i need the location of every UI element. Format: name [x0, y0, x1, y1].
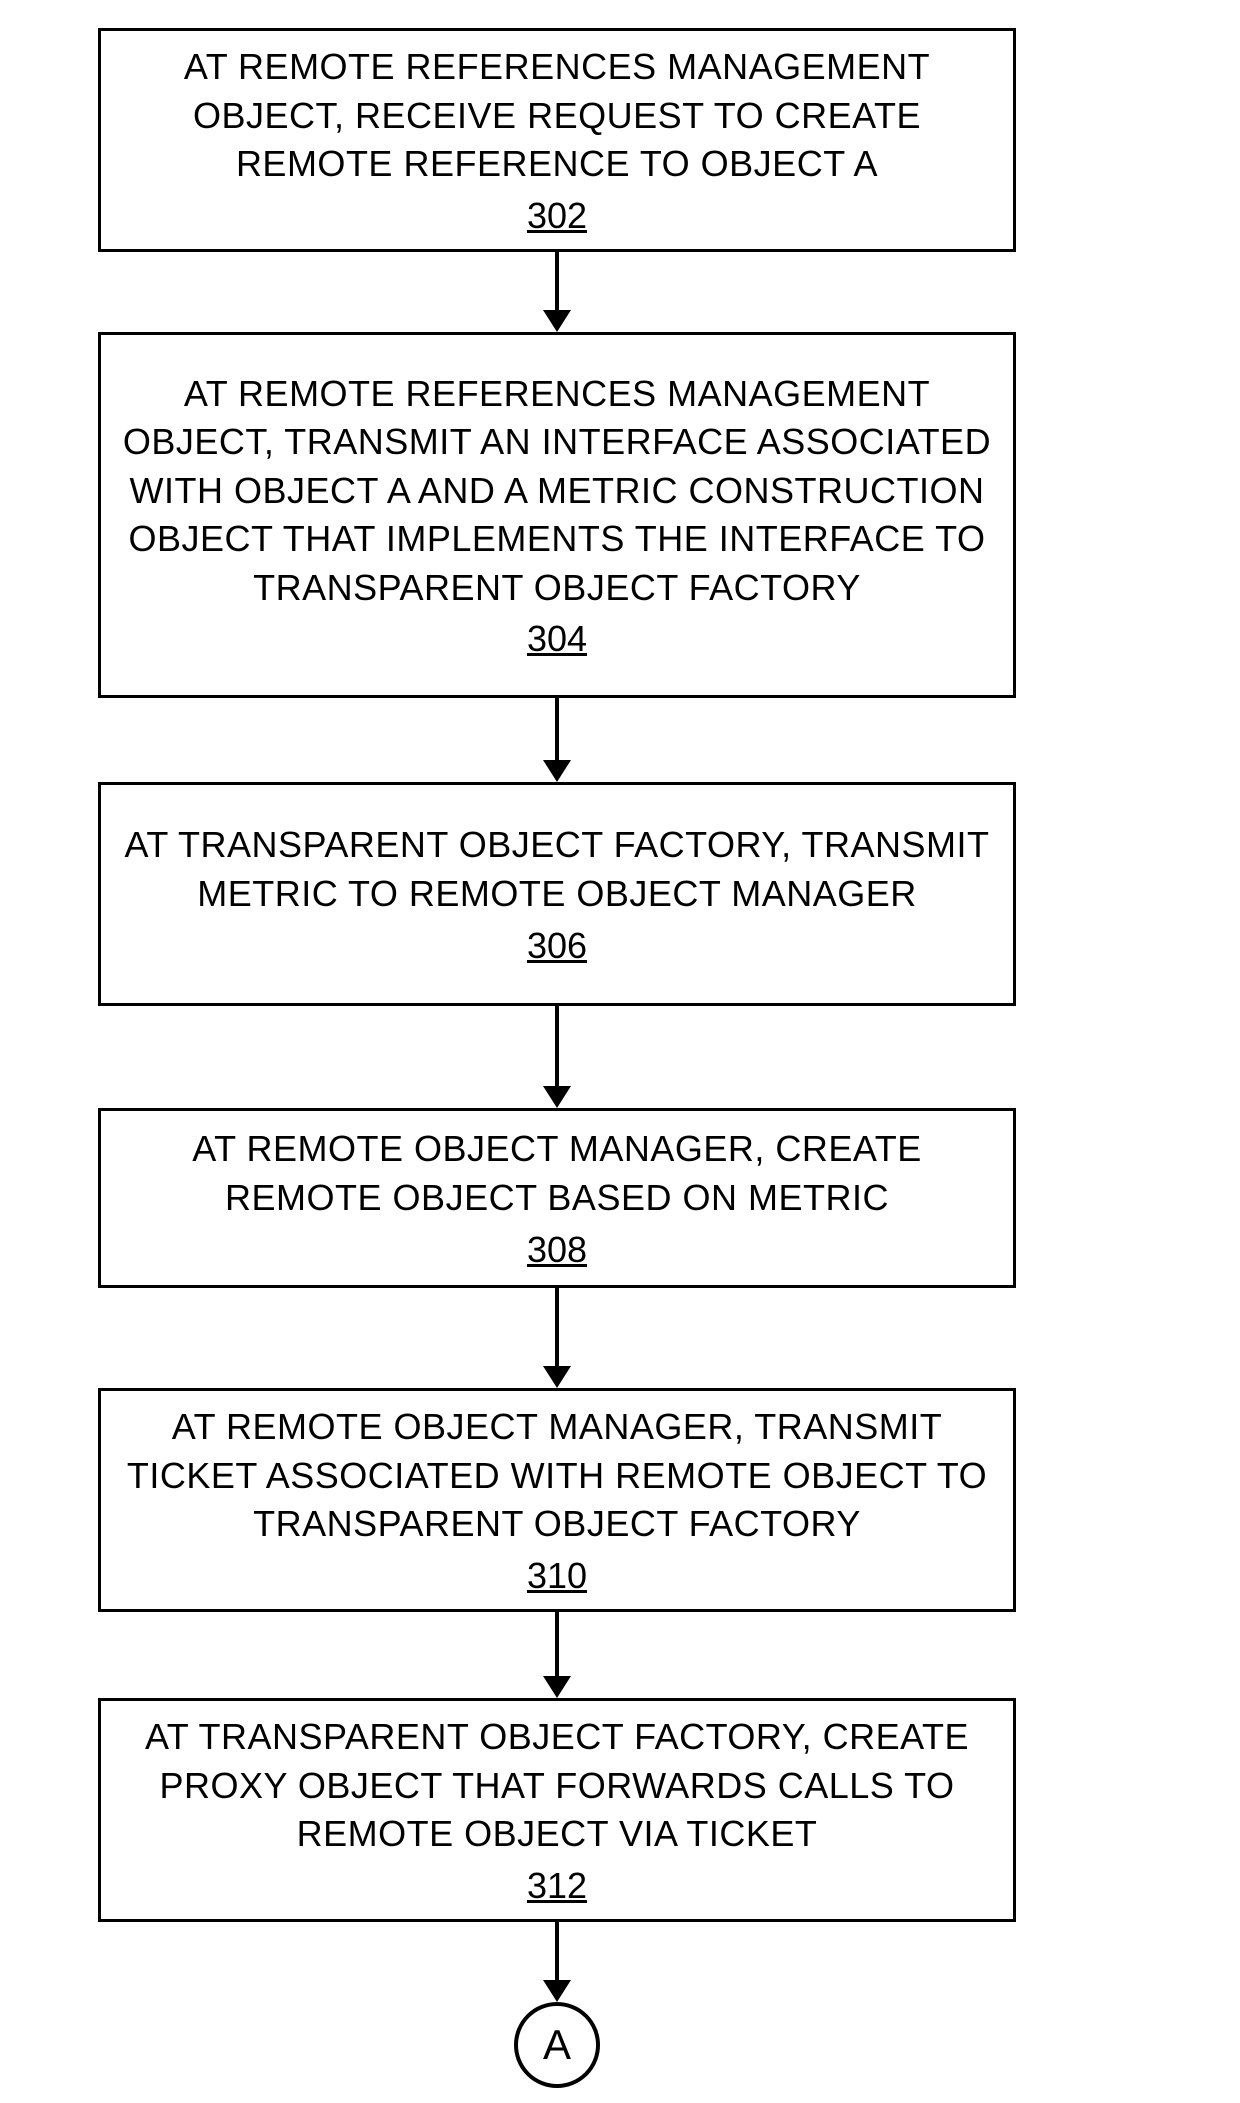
flowchart-node-308: AT REMOTE OBJECT MANAGER, CREATE REMOTE … — [98, 1108, 1016, 1288]
node-text: AT TRANSPARENT OBJECT FACTORY, TRANSMIT … — [121, 821, 993, 918]
flowchart-node-310: AT REMOTE OBJECT MANAGER, TRANSMIT TICKE… — [98, 1388, 1016, 1612]
node-text: AT REMOTE REFERENCES MANAGEMENT OBJECT, … — [121, 43, 993, 189]
node-text: AT TRANSPARENT OBJECT FACTORY, CREATE PR… — [121, 1713, 993, 1859]
flowchart-node-312: AT TRANSPARENT OBJECT FACTORY, CREATE PR… — [98, 1698, 1016, 1922]
node-text: AT REMOTE OBJECT MANAGER, CREATE REMOTE … — [121, 1125, 993, 1222]
node-ref: 308 — [527, 1229, 587, 1271]
node-ref: 306 — [527, 925, 587, 967]
flowchart-node-302: AT REMOTE REFERENCES MANAGEMENT OBJECT, … — [98, 28, 1016, 252]
node-text: AT REMOTE REFERENCES MANAGEMENT OBJECT, … — [121, 370, 993, 613]
flowchart-node-304: AT REMOTE REFERENCES MANAGEMENT OBJECT, … — [98, 332, 1016, 698]
node-ref: 310 — [527, 1555, 587, 1597]
connector-label: A — [543, 2021, 571, 2069]
flowchart-container: AT REMOTE REFERENCES MANAGEMENT OBJECT, … — [0, 0, 1240, 2103]
node-ref: 312 — [527, 1865, 587, 1907]
flowchart-node-306: AT TRANSPARENT OBJECT FACTORY, TRANSMIT … — [98, 782, 1016, 1006]
node-text: AT REMOTE OBJECT MANAGER, TRANSMIT TICKE… — [121, 1403, 993, 1549]
node-ref: 302 — [527, 195, 587, 237]
connector-a: A — [514, 2002, 600, 2088]
node-ref: 304 — [527, 618, 587, 660]
